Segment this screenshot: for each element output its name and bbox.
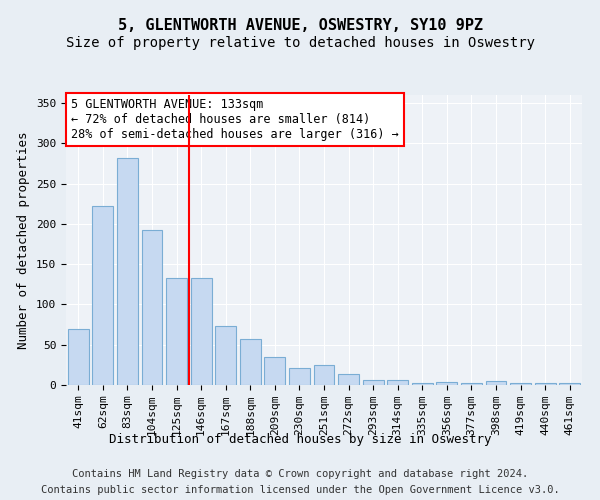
Bar: [92, 206, 113, 385]
Text: Contains HM Land Registry data © Crown copyright and database right 2024.: Contains HM Land Registry data © Crown c…: [72, 469, 528, 479]
Bar: [289, 368, 310, 385]
Bar: [117, 158, 138, 385]
Y-axis label: Number of detached properties: Number of detached properties: [17, 131, 31, 349]
Bar: [559, 384, 580, 385]
Text: 5 GLENTWORTH AVENUE: 133sqm
← 72% of detached houses are smaller (814)
28% of se: 5 GLENTWORTH AVENUE: 133sqm ← 72% of det…: [71, 98, 399, 141]
Bar: [461, 382, 482, 385]
Bar: [535, 384, 556, 385]
Bar: [485, 381, 506, 385]
Bar: [191, 278, 212, 385]
Bar: [142, 230, 163, 385]
Text: Distribution of detached houses by size in Oswestry: Distribution of detached houses by size …: [109, 432, 491, 446]
Bar: [387, 380, 408, 385]
Text: Size of property relative to detached houses in Oswestry: Size of property relative to detached ho…: [65, 36, 535, 50]
Bar: [314, 365, 334, 385]
Bar: [68, 328, 89, 385]
Bar: [240, 339, 261, 385]
Bar: [215, 326, 236, 385]
Bar: [166, 278, 187, 385]
Text: 5, GLENTWORTH AVENUE, OSWESTRY, SY10 9PZ: 5, GLENTWORTH AVENUE, OSWESTRY, SY10 9PZ: [118, 18, 482, 32]
Bar: [338, 374, 359, 385]
Text: Contains public sector information licensed under the Open Government Licence v3: Contains public sector information licen…: [41, 485, 559, 495]
Bar: [412, 382, 433, 385]
Bar: [265, 357, 286, 385]
Bar: [436, 382, 457, 385]
Bar: [510, 382, 531, 385]
Bar: [362, 380, 383, 385]
